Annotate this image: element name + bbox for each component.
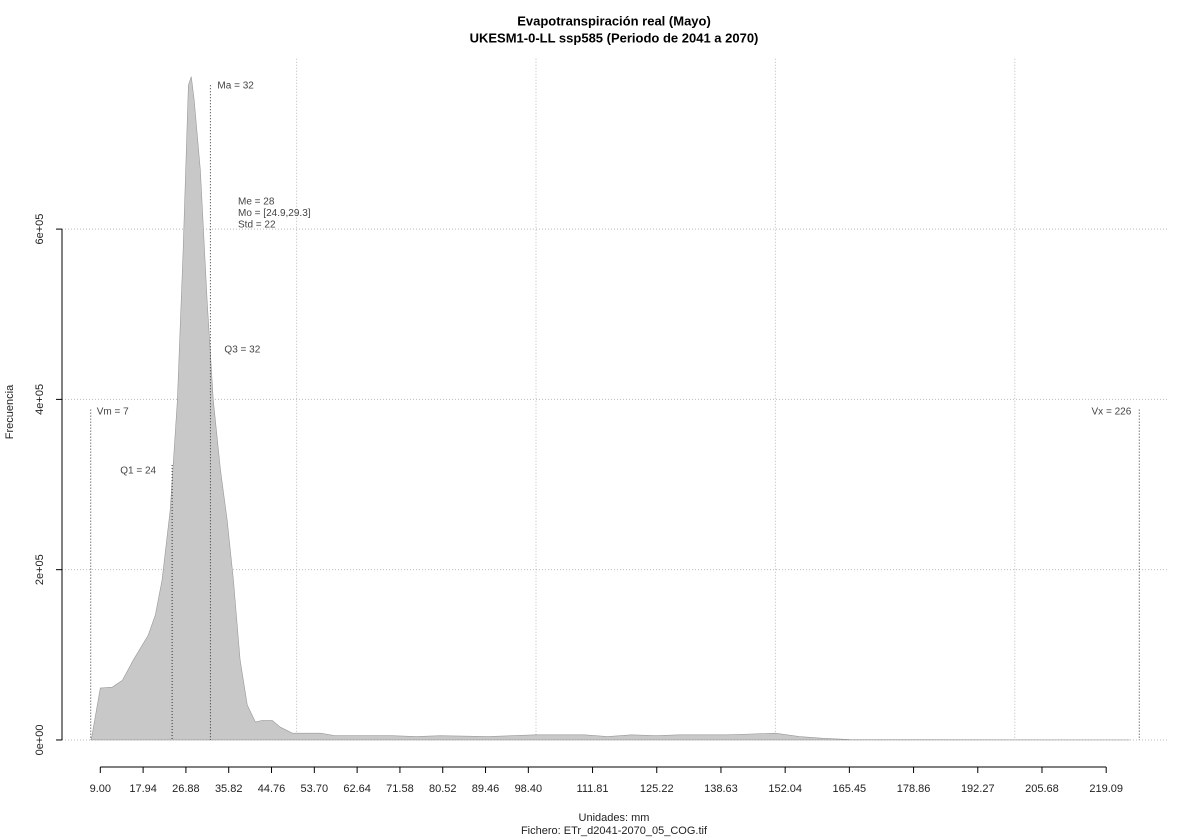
y-axis-label: Frecuencia	[4, 384, 16, 439]
x-tick-label: 138.63	[704, 783, 738, 795]
marker-label: Vx = 226	[1092, 407, 1132, 418]
marker-label: Q1 = 24	[120, 466, 156, 477]
x-tick-label: 178.86	[897, 783, 931, 795]
marker-label: Vm = 7	[97, 407, 129, 418]
x-tick-label: 152.04	[768, 783, 802, 795]
x-tick-label: 26.88	[172, 783, 200, 795]
stat-label: Mo = [24.9,29.3]	[238, 208, 311, 219]
x-tick-label: 111.81	[577, 783, 609, 795]
stat-label: Me = 28	[238, 197, 275, 208]
x-tick-label: 98.40	[515, 783, 543, 795]
chart-subtitle: UKESM1-0-LL ssp585 (Periodo de 2041 a 20…	[470, 30, 759, 45]
y-tick-label: 4e+05	[34, 384, 46, 415]
x-axis-label: Unidades: mm	[579, 812, 650, 824]
x-tick-label: 9.00	[90, 783, 111, 795]
x-tick-label: 35.82	[215, 783, 243, 795]
density-area	[90, 76, 1130, 741]
x-tick-label: 80.52	[429, 783, 457, 795]
x-tick-label: 165.45	[833, 783, 867, 795]
marker-label: Ma = 32	[217, 81, 254, 92]
x-tick-label: 125.22	[640, 783, 674, 795]
x-tick-label: 53.70	[301, 783, 329, 795]
x-tick-label: 192.27	[961, 783, 995, 795]
x-tick-label: 44.76	[258, 783, 286, 795]
x-tick-label: 71.58	[386, 783, 414, 795]
y-tick-label: 2e+05	[34, 554, 46, 585]
stat-label: Std = 22	[238, 220, 276, 231]
y-tick-label: 0e+00	[34, 725, 46, 756]
x-tick-label: 89.46	[472, 783, 500, 795]
x-tick-label: 219.09	[1089, 783, 1123, 795]
x-tick-label: 205.68	[1025, 783, 1059, 795]
x-tick-label: 17.94	[129, 783, 157, 795]
caption: Fichero: ETr_d2041-2070_05_COG.tif	[521, 825, 708, 837]
x-tick-label: 62.64	[343, 783, 371, 795]
marker-label: Q3 = 32	[224, 345, 260, 356]
y-tick-label: 6e+05	[34, 214, 46, 245]
chart-title: Evapotranspiración real (Mayo)	[517, 13, 711, 28]
